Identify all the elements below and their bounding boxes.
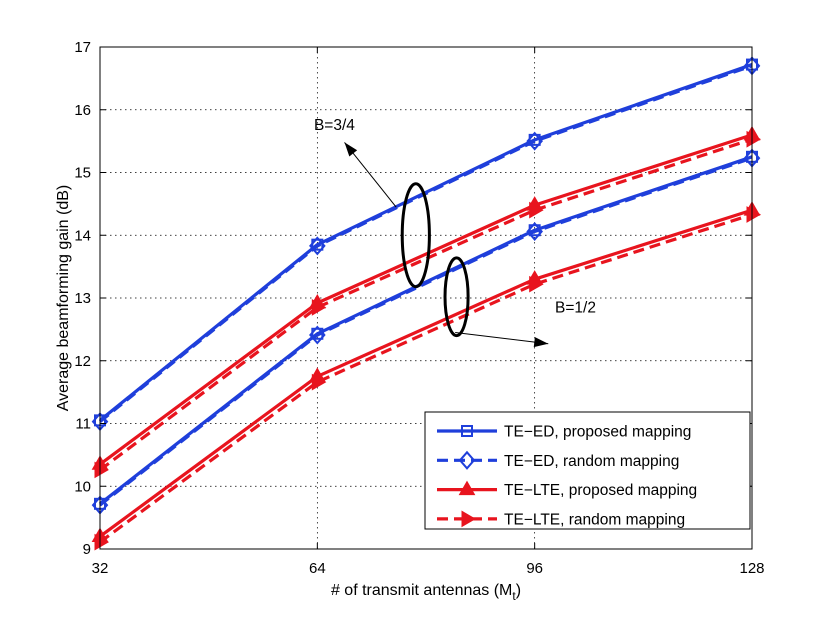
series-3	[91, 148, 761, 515]
legend-label: TE−LTE, random mapping	[504, 511, 685, 528]
y-tick-label: 17	[74, 39, 91, 56]
x-axis-label: # of transmit antennas (Mt)	[331, 582, 521, 603]
x-tick-label: 128	[739, 560, 764, 577]
annotations: B=3/4 B=1/2	[314, 117, 596, 348]
y-tick-label: 14	[74, 227, 91, 244]
marker-triangle-right	[529, 275, 544, 293]
annotation-0: B=3/4	[314, 117, 431, 289]
marker-diamond	[309, 325, 326, 345]
annotation-ellipse	[443, 256, 470, 338]
y-tick-label: 16	[74, 102, 91, 119]
annotation-arrow-head	[344, 142, 358, 157]
marker-triangle-right	[529, 201, 544, 219]
legend: TE−ED, proposed mapping TE−ED, random map…	[424, 411, 751, 530]
legend-item: TE−LTE, random mapping	[437, 510, 685, 528]
y-tick-label: 12	[74, 353, 91, 370]
legend-item: TE−LTE, proposed mapping	[437, 480, 697, 499]
annotation-label: B=3/4	[314, 117, 355, 134]
annotation-arrow-head	[533, 337, 549, 348]
x-axis-label-subscript: t	[512, 589, 516, 603]
marker-triangle-right	[94, 461, 110, 479]
x-axis-label-main: # of transmit antennas (M	[331, 582, 512, 599]
x-tick-label: 64	[309, 560, 326, 577]
annotation-ellipse	[400, 182, 431, 289]
legend-label: TE−LTE, proposed mapping	[504, 482, 697, 499]
y-tick-label: 9	[83, 541, 91, 558]
legend-item: TE−ED, proposed mapping	[437, 424, 691, 441]
annotation-arrow-line	[455, 332, 549, 345]
series-5	[94, 130, 762, 479]
marker-triangle-right	[461, 510, 477, 528]
legend-item: TE−ED, random mapping	[437, 450, 679, 470]
series-line	[99, 208, 753, 538]
series-line	[99, 133, 753, 466]
legend-box	[424, 411, 751, 530]
y-axis-label: Average beamforming gain (dB)	[55, 185, 72, 412]
marker-diamond	[309, 236, 326, 256]
series-7	[94, 206, 762, 551]
legend-label: TE−ED, proposed mapping	[504, 424, 691, 441]
marker-triangle-up	[458, 480, 476, 496]
marker-diamond	[526, 221, 543, 242]
series-1	[91, 56, 761, 432]
marker-triangle-right	[746, 130, 762, 148]
y-tick-label: 11	[75, 416, 91, 433]
marker-triangle-right	[311, 299, 327, 316]
y-tick-label: 13	[74, 290, 91, 307]
y-tick-label: 10	[74, 478, 91, 495]
marker-triangle-right	[94, 533, 110, 551]
annotation-label: B=1/2	[555, 299, 596, 316]
series-line	[99, 156, 753, 507]
annotation-1: B=1/2	[443, 256, 596, 348]
x-tick-label: 32	[92, 560, 109, 577]
marker-diamond	[458, 450, 476, 470]
marker-triangle-right	[746, 206, 762, 223]
marker-triangle-right	[311, 373, 327, 391]
marker-square	[461, 425, 473, 437]
marker-diamond	[526, 131, 543, 151]
y-tick-label: 15	[74, 165, 91, 182]
legend-label: TE−ED, random mapping	[504, 453, 679, 470]
x-axis-label-suffix: )	[516, 582, 521, 599]
series-line	[99, 213, 753, 544]
x-tick-label: 96	[526, 560, 543, 577]
axis-ticks: 32 64 96 128 9 10 11 12 13 14 15 16 17	[74, 39, 764, 577]
series-line	[98, 64, 753, 423]
